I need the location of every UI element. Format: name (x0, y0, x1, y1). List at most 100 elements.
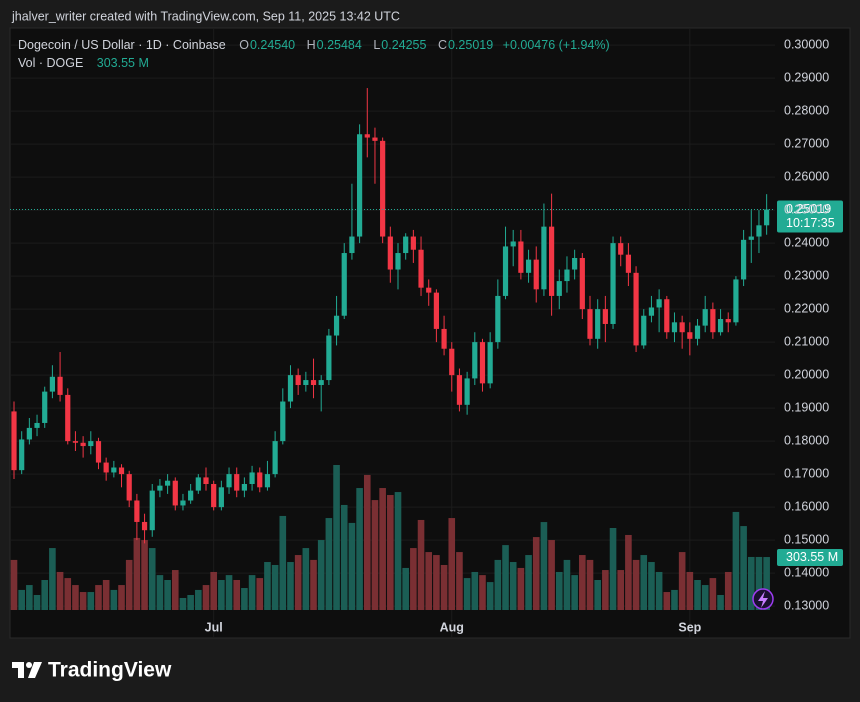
volume-bar (525, 555, 532, 610)
volume-bar (41, 579, 49, 610)
candle-body (49, 376, 55, 392)
y-tick-label: 0.15000 (784, 532, 829, 546)
candle-body (88, 441, 94, 447)
candle-body (495, 295, 501, 343)
candle-body (717, 319, 724, 333)
volume-bar (717, 594, 724, 610)
volume-bar (125, 559, 133, 610)
candle-body (510, 241, 516, 247)
volume-bar (79, 592, 87, 610)
volume-bar (540, 522, 548, 610)
volume-bar (18, 589, 25, 610)
volume-header: Vol · DOGE 303.55 M (18, 56, 149, 70)
volume-bar (287, 562, 294, 610)
candle-body (441, 328, 447, 349)
candle-body (180, 500, 186, 506)
candle-body (395, 253, 401, 270)
volume-bar (187, 594, 194, 610)
candle-body (410, 236, 416, 250)
y-tick-label: 0.18000 (784, 433, 829, 447)
volume-bar (256, 578, 264, 610)
y-tick-label: 0.17000 (784, 466, 829, 480)
candle-body (733, 279, 739, 323)
volume-bar (218, 579, 225, 610)
candle-body (126, 474, 132, 501)
candle-body (333, 315, 340, 336)
candle-body (11, 411, 17, 471)
volume-bar (486, 582, 494, 610)
logo-mark (28, 662, 42, 678)
candle-body (65, 394, 71, 442)
volume-bar (594, 579, 601, 610)
volume-bar (310, 559, 317, 610)
candle-body (357, 134, 363, 237)
ohlc-key: L (373, 38, 380, 52)
candle-body (456, 375, 463, 405)
y-tick-label: 0.19000 (784, 400, 829, 414)
candle-body (264, 474, 271, 488)
volume-bar (348, 522, 356, 610)
volume-bar (410, 548, 417, 610)
candle-body (587, 309, 593, 339)
chart-panel (9, 27, 851, 639)
candle-body (656, 299, 662, 308)
candle-body (502, 246, 509, 296)
candle-body (72, 441, 79, 443)
volume-bar (448, 518, 456, 610)
volume-bar (509, 562, 517, 610)
volume-bar (179, 597, 187, 610)
volume-box (777, 549, 843, 567)
candle-body (479, 342, 486, 384)
candle-body (764, 209, 770, 226)
candle-body (380, 140, 386, 237)
candle-body (472, 342, 478, 379)
volume-bar (233, 579, 241, 610)
volume-bar (479, 575, 486, 610)
volume-bar (732, 511, 740, 610)
candle-body (111, 467, 117, 473)
volume-bar (402, 567, 409, 610)
candle-body (595, 309, 601, 339)
candle-body (525, 259, 532, 273)
candle-body (403, 236, 409, 254)
legend-header: Dogecoin / US Dollar · 1D · Coinbase O0.… (18, 38, 610, 52)
candle-body (641, 315, 647, 346)
volume-bar (225, 575, 233, 610)
volume-bar (755, 556, 763, 610)
candle-body (103, 462, 109, 473)
candle-body (648, 307, 655, 316)
volume-bar (171, 570, 179, 610)
candle-body (710, 309, 716, 333)
volume-bar (678, 552, 686, 610)
volume-bar (701, 585, 709, 610)
candle-body (241, 484, 247, 491)
y-tick-label: 0.27000 (784, 136, 829, 150)
volume-bar (502, 545, 509, 610)
candle-body (280, 401, 286, 442)
volume-layer (10, 465, 770, 610)
volume-bar (663, 592, 671, 610)
volume-bar (387, 495, 394, 610)
volume-bar (686, 571, 694, 610)
candle-body (26, 427, 32, 440)
volume-bar (555, 571, 563, 610)
candle-body (165, 480, 171, 486)
candle-body (702, 309, 708, 326)
volume-bar (325, 518, 333, 610)
volume-bar (333, 465, 340, 610)
volume-value: 303.55 M (97, 56, 149, 70)
y-tick-label: 0.25000 (784, 202, 829, 216)
volume-bar (440, 564, 448, 610)
volume-bar (655, 571, 663, 610)
y-tick-label: 0.13000 (784, 598, 829, 612)
volume-bar (517, 567, 525, 610)
volume-bar (456, 552, 463, 610)
candle-body (287, 375, 294, 402)
candle-body (541, 226, 547, 290)
y-tick-label: 0.14000 (784, 565, 829, 579)
candle-body (226, 474, 232, 488)
candle-body (664, 299, 670, 333)
candle-body (426, 287, 432, 293)
candle-body (372, 137, 378, 141)
